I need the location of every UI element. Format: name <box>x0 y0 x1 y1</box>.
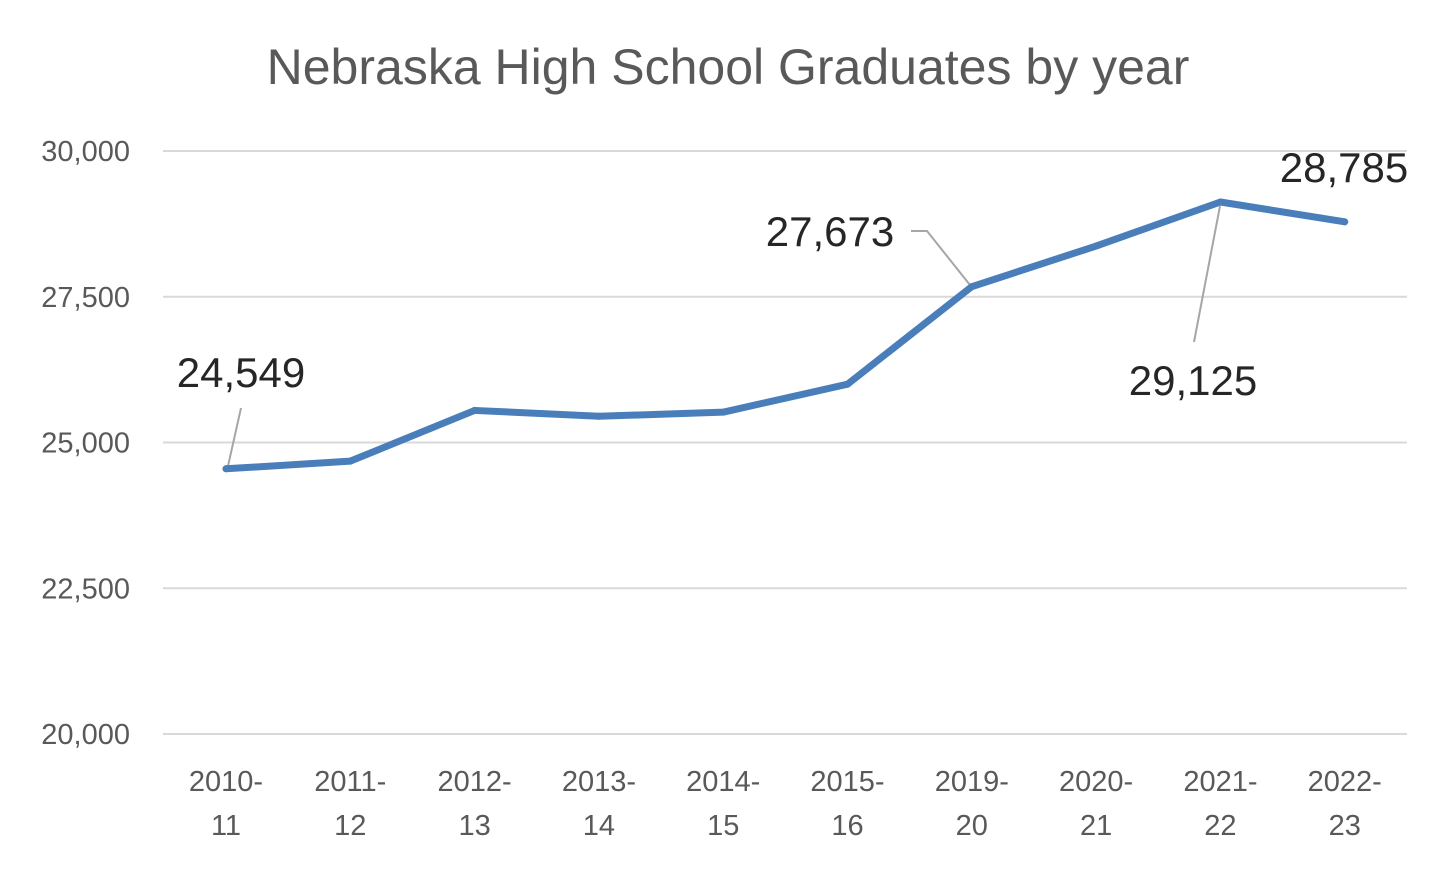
x-tick-label-line: 2010- <box>189 766 263 798</box>
x-tick-label-line: 2011- <box>314 766 386 798</box>
x-tick-label-line: 2021- <box>1183 766 1257 798</box>
data-label: 29,125 <box>1129 357 1257 404</box>
leader-line <box>1193 205 1221 343</box>
x-tick-label-line: 21 <box>1080 810 1112 842</box>
x-tick-label: 2022- 23 <box>1308 766 1382 842</box>
x-tick-label-line: 2022- <box>1308 766 1382 798</box>
y-tick-label: 20,000 <box>41 719 130 751</box>
x-tick-label-line: 20 <box>956 810 988 842</box>
data-point <box>719 408 727 416</box>
data-label: 27,673 <box>766 208 894 255</box>
data-point <box>844 380 851 388</box>
y-axis-tick-labels: 20,000 22,500 25,000 27,500 30,000 <box>41 136 130 751</box>
x-tick-label-line: 15 <box>707 810 739 842</box>
x-tick-label: 2019- 20 <box>935 766 1009 842</box>
x-tick-label-line: 23 <box>1329 810 1361 842</box>
x-tick-label: 2015- 16 <box>810 766 884 842</box>
x-tick-label-line: 14 <box>583 810 615 842</box>
y-tick-label: 27,500 <box>41 282 130 314</box>
y-tick-label: 22,500 <box>41 573 130 605</box>
x-tick-label-line: 16 <box>831 810 863 842</box>
x-tick-label-line: 12 <box>334 810 366 842</box>
data-point <box>346 457 354 465</box>
x-tick-label: 2010- 11 <box>189 766 263 842</box>
data-label-leader-lines <box>227 205 1221 467</box>
data-point <box>1092 242 1100 250</box>
data-point <box>471 406 479 414</box>
data-labels: 24,549 27,673 29,125 28,785 <box>177 144 1408 404</box>
y-tick-label: 30,000 <box>41 136 130 168</box>
x-tick-label-line: 2013- <box>562 766 636 798</box>
data-point <box>968 283 976 291</box>
y-tick-label: 25,000 <box>41 428 130 460</box>
x-tick-label-line: 13 <box>458 810 490 842</box>
x-tick-label-line: 2014- <box>686 766 760 798</box>
x-axis-tick-labels: 2010- 11 2011- 12 2012- 13 2013- 14 2014- 15 2015-… <box>189 766 1382 842</box>
leader-line <box>911 230 971 286</box>
x-tick-label-line: 22 <box>1204 810 1236 842</box>
chart-title: Nebraska High School Graduates by year <box>266 39 1190 95</box>
data-label: 24,549 <box>177 349 305 396</box>
x-tick-label: 2012- 13 <box>438 766 512 842</box>
x-tick-label: 2021- 22 <box>1183 766 1257 842</box>
series-line <box>222 198 1349 473</box>
x-tick-label-line: 2019- <box>935 766 1009 798</box>
data-label: 28,785 <box>1280 144 1408 191</box>
x-tick-label: 2020- 21 <box>1059 766 1133 842</box>
gridlines <box>163 150 1407 735</box>
x-tick-label-line: 11 <box>211 810 241 842</box>
data-point <box>1341 218 1349 226</box>
leader-line <box>227 407 242 467</box>
x-tick-label-line: 2012- <box>438 766 512 798</box>
x-tick-label-line: 2015- <box>810 766 884 798</box>
x-tick-label: 2013- 14 <box>562 766 636 842</box>
x-tick-label: 2011- 12 <box>314 766 386 842</box>
data-point <box>1216 198 1224 206</box>
x-tick-label-line: 2020- <box>1059 766 1133 798</box>
data-point <box>595 412 603 420</box>
series-line-group <box>222 198 1349 473</box>
data-point <box>222 465 230 473</box>
x-tick-label: 2014- 15 <box>686 766 760 842</box>
